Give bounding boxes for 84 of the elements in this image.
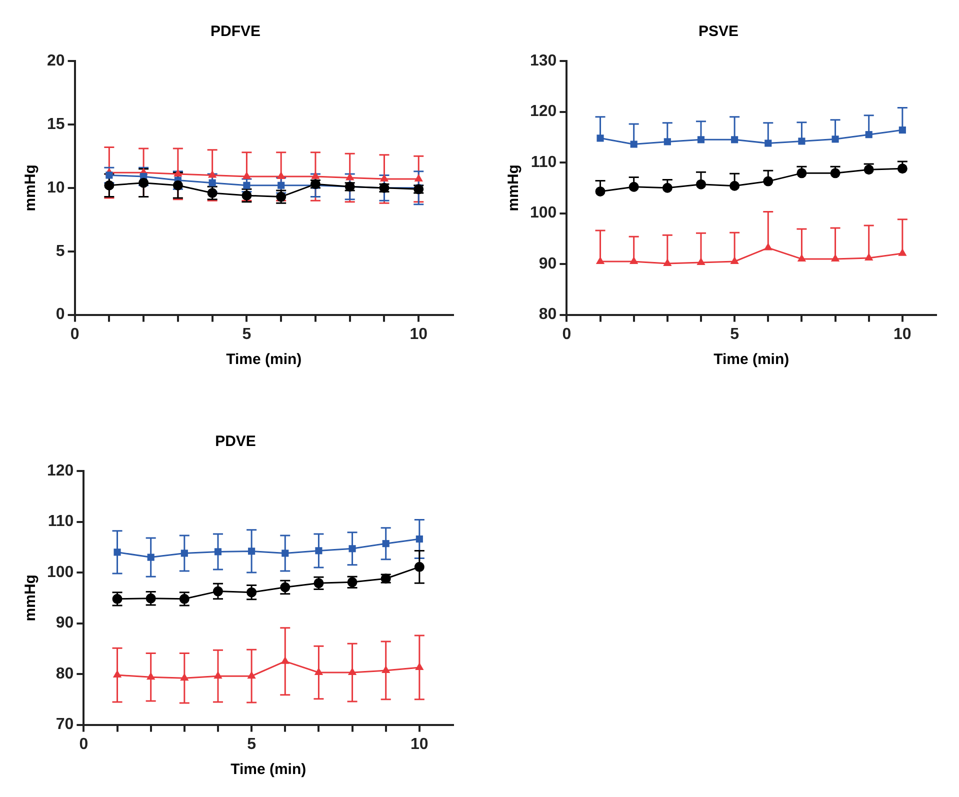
point — [797, 254, 806, 262]
point — [662, 182, 672, 193]
y-tick-label: 120 — [530, 103, 557, 120]
point — [595, 186, 606, 196]
point — [214, 548, 222, 556]
y-axis-title: mmHg — [22, 164, 40, 212]
point — [798, 138, 806, 145]
x-axis-title: Time (min) — [230, 761, 306, 778]
point — [114, 548, 121, 556]
point — [864, 252, 874, 260]
point — [382, 665, 390, 673]
y-tick-label: 130 — [530, 52, 557, 70]
y-tick-label: 20 — [47, 52, 65, 70]
y-tick-label: 80 — [56, 665, 74, 682]
y-tick-label: 90 — [538, 255, 557, 272]
point — [247, 671, 256, 679]
point — [314, 668, 324, 676]
point — [897, 164, 908, 174]
x-tick-label: 0 — [562, 326, 572, 343]
x-tick-label: 0 — [79, 736, 88, 753]
x-tick-label: 10 — [410, 326, 428, 343]
point — [864, 164, 874, 175]
point — [315, 547, 322, 554]
y-tick-label: 70 — [56, 716, 74, 734]
point — [214, 671, 222, 679]
point — [628, 182, 639, 192]
y-tick-label: 120 — [46, 462, 74, 480]
point — [696, 258, 706, 266]
point — [731, 136, 738, 144]
y-tick-label: 100 — [530, 204, 557, 222]
point — [796, 168, 807, 178]
point — [764, 242, 772, 250]
point — [898, 248, 907, 256]
x-tick-label: 5 — [730, 326, 740, 343]
x-tick-label: 5 — [242, 326, 252, 343]
x-tick-label: 10 — [410, 736, 428, 753]
chart-title: PSVE — [698, 23, 739, 40]
point — [248, 548, 256, 555]
point — [146, 672, 156, 680]
point — [663, 258, 672, 266]
point — [664, 138, 671, 146]
point — [832, 136, 839, 143]
point — [596, 256, 605, 264]
point — [180, 673, 189, 681]
point — [764, 140, 772, 147]
point — [730, 180, 740, 191]
point — [898, 126, 906, 134]
x-axis-title: Time (min) — [226, 351, 302, 368]
point — [865, 131, 872, 138]
y-tick-label: 0 — [56, 306, 65, 324]
point — [830, 168, 840, 178]
x-tick-label: 5 — [247, 736, 256, 753]
point — [282, 550, 289, 557]
point — [730, 256, 739, 264]
point — [147, 554, 154, 561]
point — [348, 668, 357, 676]
point — [630, 256, 638, 264]
chart-title: PDVE — [215, 433, 256, 450]
y-tick-label: 15 — [47, 116, 65, 133]
y-tick-label: 90 — [56, 614, 74, 632]
point — [416, 535, 423, 543]
y-tick-label: 100 — [46, 564, 74, 581]
point — [630, 140, 638, 148]
x-tick-label: 10 — [894, 326, 912, 343]
point — [280, 656, 290, 664]
point — [697, 136, 705, 144]
point — [180, 550, 188, 557]
y-tick-label: 110 — [530, 154, 557, 171]
point — [112, 670, 122, 678]
x-axis-title: Time (min) — [714, 351, 790, 368]
y-axis-title: mmHg — [22, 574, 40, 622]
y-tick-label: 5 — [56, 242, 65, 260]
point — [696, 179, 706, 190]
point — [382, 540, 390, 548]
chart-title: PDFVE — [210, 23, 261, 40]
point — [763, 176, 774, 186]
point — [348, 545, 356, 552]
y-axis-title: mmHg — [505, 164, 522, 212]
point — [414, 562, 424, 572]
point — [596, 134, 604, 142]
y-tick-label: 80 — [538, 306, 557, 324]
y-tick-label: 110 — [48, 513, 74, 530]
y-tick-label: 10 — [47, 179, 65, 196]
point — [415, 662, 424, 670]
